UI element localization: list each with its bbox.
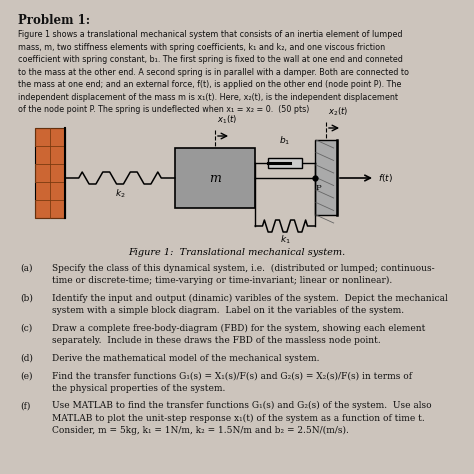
Bar	[175, 148, 255, 208]
Text: $x_2(t)$: $x_2(t)$	[328, 106, 348, 118]
Text: $f(t)$: $f(t)$	[378, 172, 393, 184]
Text: P: P	[316, 184, 322, 192]
Text: (d): (d)	[20, 354, 33, 363]
Text: $k_1$: $k_1$	[280, 233, 291, 246]
Text: (e): (e)	[20, 372, 33, 381]
Text: independent displacement of the mass m is x₁(t). Here, x₂(t), is the independent: independent displacement of the mass m i…	[18, 92, 398, 101]
Text: (f): (f)	[20, 401, 30, 410]
Text: separately.  Include in these draws the FBD of the massless node point.: separately. Include in these draws the F…	[52, 336, 381, 345]
Text: MATLAB to plot the unit-step response x₁(t) of the system as a function of time : MATLAB to plot the unit-step response x₁…	[52, 413, 425, 423]
Text: Use MATLAB to find the transfer functions G₁(s) and G₂(s) of the system.  Use al: Use MATLAB to find the transfer function…	[52, 401, 432, 410]
Text: Draw a complete free-body-diagram (FBD) for the system, showing each element: Draw a complete free-body-diagram (FBD) …	[52, 324, 425, 333]
Text: time or discrete-time; time-varying or time-invariant; linear or nonlinear).: time or discrete-time; time-varying or t…	[52, 276, 392, 285]
Text: Specify the class of this dynamical system, i.e.  (distributed or lumped; contin: Specify the class of this dynamical syst…	[52, 264, 435, 273]
Text: $x_1(t)$: $x_1(t)$	[217, 113, 237, 126]
Text: m: m	[209, 172, 221, 184]
Text: system with a simple block diagram.  Label on it the variables of the system.: system with a simple block diagram. Labe…	[52, 306, 404, 315]
Text: Figure 1:  Translational mechanical system.: Figure 1: Translational mechanical syste…	[128, 248, 346, 257]
Text: the physical properties of the system.: the physical properties of the system.	[52, 383, 225, 392]
Text: coefficient with spring constant, b₁. The first spring is fixed to the wall at o: coefficient with spring constant, b₁. Th…	[18, 55, 403, 64]
Text: Problem 1:: Problem 1:	[18, 14, 90, 27]
Text: Derive the mathematical model of the mechanical system.: Derive the mathematical model of the mec…	[52, 354, 319, 363]
Text: Figure 1 shows a translational mechanical system that consists of an inertia ele: Figure 1 shows a translational mechanica…	[18, 30, 402, 39]
Bar	[268, 158, 302, 168]
Text: $b_1$: $b_1$	[279, 135, 291, 147]
Text: (a): (a)	[20, 264, 33, 273]
Text: (b): (b)	[20, 294, 33, 303]
Text: $k_2$: $k_2$	[115, 188, 125, 201]
Text: Find the transfer functions G₁(s) = X₁(s)/F(s) and G₂(s) = X₂(s)/F(s) in terms o: Find the transfer functions G₁(s) = X₁(s…	[52, 372, 412, 381]
Text: the mass at one end; and an external force, f(t), is applied on the other end (n: the mass at one end; and an external for…	[18, 80, 401, 89]
Text: Identify the input and output (dinamic) varibles of the system.  Depict the mech: Identify the input and output (dinamic) …	[52, 294, 448, 303]
Bar	[35, 128, 65, 218]
Text: of the node point P. The spring is undeflected when x₁ = x₂ = 0.  (50 pts): of the node point P. The spring is undef…	[18, 105, 310, 114]
Bar	[315, 140, 337, 215]
Text: (c): (c)	[20, 324, 32, 333]
Text: to the mass at the other end. A second spring is in parallel with a damper. Both: to the mass at the other end. A second s…	[18, 67, 409, 76]
Text: mass, m, two stiffness elements with spring coefficients, k₁ and k₂, and one vis: mass, m, two stiffness elements with spr…	[18, 43, 385, 52]
Text: Consider, m = 5kg, k₁ = 1N/m, k₂ = 1.5N/m and b₂ = 2.5N/(m/s).: Consider, m = 5kg, k₁ = 1N/m, k₂ = 1.5N/…	[52, 426, 349, 435]
